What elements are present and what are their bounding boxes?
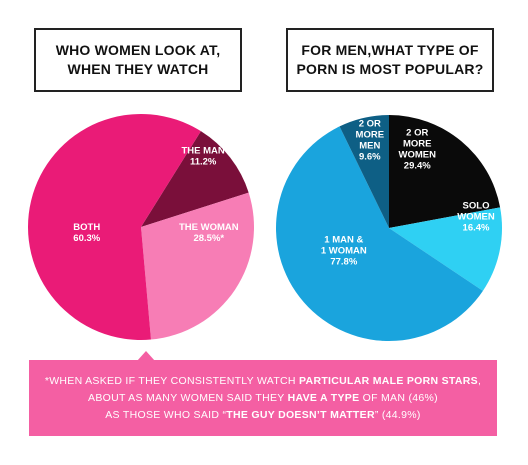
pie-1-slice-0 (389, 115, 501, 228)
pie-1-slice-3-label: 2 OR MORE MEN 9.6% (356, 118, 385, 162)
pie-1-slice-2-label-line-0: 1 MAN & (324, 235, 363, 246)
pie-0-slice-2-label: BOTH 60.3% (73, 222, 100, 244)
footnote-line-3-text: AS THOSE WHO SAID “ (105, 409, 227, 421)
pie-0-slice-2 (28, 113, 201, 340)
pie-1-slice-1-label-line-2: 16.4% (463, 223, 490, 234)
pie-0-slice-0-label-line-0: THE MAN (182, 145, 225, 156)
footnote-line-2-end: OF MAN (46%) (359, 392, 438, 404)
pie-1-slice-0-label-line-2: WOMEN (399, 149, 437, 160)
pie-1-slice-2-label: 1 MAN & 1 WOMAN 77.8% (321, 235, 367, 268)
right-pie-chart: 2 OR MORE WOMEN 29.4%SOLO WOMEN 16.4%1 MAN & 1… (275, 115, 502, 342)
pie-1-slice-1-label-line-0: SOLO (463, 201, 490, 212)
footnote-line-1-bold: PARTICULAR MALE PORN STARS (299, 375, 478, 387)
pie-0-slice-2-label-line-0: BOTH (73, 222, 100, 233)
footnote-line-2: ABOUT AS MANY WOMEN SAID THEY HAVE A TYP… (29, 390, 497, 407)
left-chart-title: WHO WOMEN LOOK AT, WHEN THEY WATCH (34, 28, 242, 92)
pie-1-slice-3-label-line-0: 2 OR (359, 118, 381, 129)
pie-1-slice-1 (389, 207, 502, 291)
left-title-line-1: WHO WOMEN LOOK AT, (55, 42, 221, 58)
pie-1-slice-3 (339, 115, 389, 228)
footnote-line-1: *WHEN ASKED IF THEY CONSISTENTLY WATCH P… (29, 373, 497, 390)
pie-0-slice-0-label-line-1: 11.2% (190, 156, 217, 167)
pie-1-slice-0-label-line-3: 29.4% (404, 160, 431, 171)
pie-0-slice-0-label: THE MAN 11.2% (182, 145, 225, 167)
footnote-line-1-text: *WHEN ASKED IF THEY CONSISTENTLY WATCH (44, 375, 300, 387)
pie-0-slice-1-label: THE WOMAN 28.5%* (179, 222, 239, 244)
pie-0-slice-0 (141, 131, 249, 227)
pie-0-slice-2-label-line-1: 60.3% (73, 233, 100, 244)
footnote-line-3-bold: THE GUY DOESN’T MATTER (226, 409, 375, 421)
left-pie-chart: THE MAN 11.2% THE WOMAN 28.5%* BOTH 60.3% (28, 113, 254, 340)
pie-1-slice-2-label-line-2: 77.8% (330, 257, 357, 268)
pie-1-slice-3-label-line-2: MEN (359, 140, 380, 151)
left-title-line-2: WHEN THEY WATCH (67, 61, 209, 77)
footnote-line-2-bold: HAVE A TYPE (287, 392, 360, 404)
pie-0-slice-1-label-line-1: 28.5%* (193, 233, 224, 244)
right-title-line-1: FOR MEN,WHAT TYPE OF (301, 42, 479, 58)
pie-1-slice-3-label-line-3: 9.6% (359, 151, 381, 162)
right-title-line-2: PORN IS MOST POPULAR? (296, 61, 484, 77)
footnote-box: *WHEN ASKED IF THEY CONSISTENTLY WATCH P… (29, 360, 497, 436)
pie-1-slice-0-label: 2 OR MORE WOMEN 29.4% (399, 127, 437, 171)
footnote-line-3: AS THOSE WHO SAID “THE GUY DOESN’T MATTE… (29, 407, 497, 424)
pie-0-slice-1 (141, 192, 254, 340)
right-chart-title: FOR MEN,WHAT TYPE OF PORN IS MOST POPULA… (286, 28, 494, 92)
pie-1-slice-2 (275, 126, 483, 342)
footnote-line-3-end: ” (44.9%) (374, 409, 421, 421)
pie-1-slice-1-label-line-1: WOMEN (457, 212, 495, 223)
pie-0-slice-1-label-line-0: THE WOMAN (179, 222, 239, 233)
pie-1-slice-0-label-line-0: 2 OR (406, 127, 428, 138)
footnote-line-1-end: , (477, 375, 482, 387)
pie-1-slice-1-label: SOLO WOMEN 16.4% (457, 201, 495, 234)
pie-1-slice-2-label-line-1: 1 WOMAN (321, 246, 367, 257)
footnote-pointer (137, 351, 155, 361)
pie-1-slice-3-label-line-1: MORE (356, 129, 385, 140)
pie-1-slice-0-label-line-1: MORE (403, 138, 432, 149)
footnote-line-2-text: ABOUT AS MANY WOMEN SAID THEY (88, 392, 288, 404)
